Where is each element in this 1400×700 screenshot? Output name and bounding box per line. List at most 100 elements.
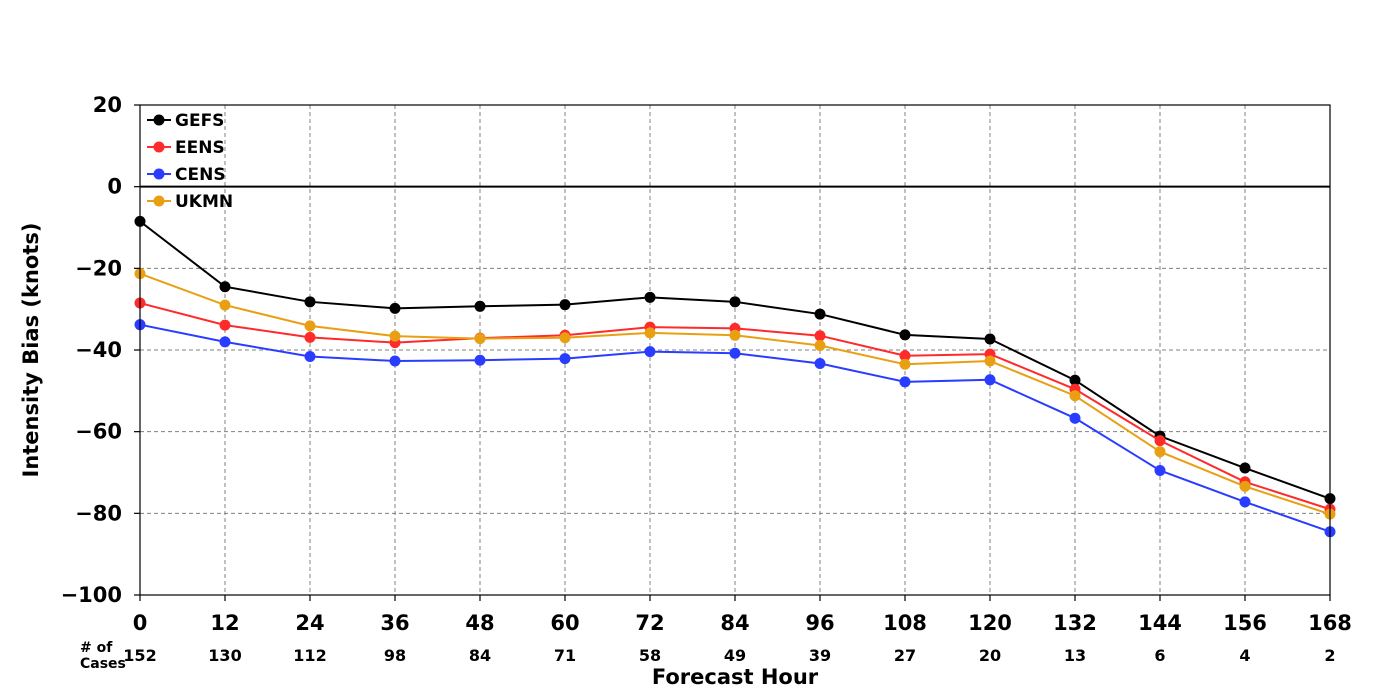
y-axis-title: Intensity Bias (knots) [19, 223, 43, 478]
data-point-cens [304, 351, 316, 363]
legend-marker-gefs [153, 114, 165, 126]
y-tick-label: −60 [75, 420, 122, 444]
data-point-eens [219, 319, 231, 331]
x-tick-label: 36 [380, 611, 409, 635]
x-tick-label: 24 [295, 611, 324, 635]
x-tick-label: 48 [465, 611, 494, 635]
y-tick-label: −100 [61, 583, 122, 607]
case-count: 39 [809, 646, 831, 665]
data-point-ukmn [644, 327, 656, 339]
legend-label-gefs: GEFS [175, 111, 224, 131]
x-tick-label: 0 [133, 611, 148, 635]
case-count: 71 [554, 646, 576, 665]
series-ukmn [134, 268, 1336, 520]
data-point-eens [304, 331, 316, 343]
y-axis-ticks: 20 0 −20 −40 −60 −80 −100 [61, 93, 140, 607]
data-point-gefs [1069, 374, 1081, 386]
data-point-ukmn [729, 329, 741, 341]
legend-marker-ukmn [153, 195, 165, 207]
data-point-ukmn [984, 355, 996, 367]
data-point-cens [389, 355, 401, 367]
x-tick-label: 96 [805, 611, 834, 635]
data-point-ukmn [389, 330, 401, 342]
data-point-ukmn [899, 358, 911, 370]
cases-label: # of Cases [80, 640, 126, 672]
data-point-eens [814, 330, 826, 342]
case-count: 152 [123, 646, 156, 665]
data-point-cens [1239, 496, 1251, 508]
legend-marker-cens [153, 168, 165, 180]
y-tick-label: −40 [75, 338, 122, 362]
y-tick-label: 0 [107, 175, 122, 199]
data-point-ukmn [219, 299, 231, 311]
data-point-gefs [814, 308, 826, 320]
data-point-gefs [899, 329, 911, 341]
case-count: 20 [979, 646, 1001, 665]
data-point-ukmn [474, 333, 486, 345]
x-tick-label: 108 [883, 611, 927, 635]
data-point-cens [559, 353, 571, 365]
case-count: 27 [894, 646, 916, 665]
x-tick-label: 60 [550, 611, 579, 635]
data-point-gefs [389, 302, 401, 314]
legend-item-ukmn: UKMN [147, 192, 233, 212]
data-point-cens [219, 336, 231, 348]
case-count: 2 [1324, 646, 1335, 665]
case-count: 13 [1064, 646, 1086, 665]
y-tick-label: −80 [75, 501, 122, 525]
data-point-eens [899, 350, 911, 362]
data-point-cens [984, 374, 996, 386]
x-tick-label: 84 [720, 611, 749, 635]
data-point-gefs [559, 299, 571, 311]
data-point-cens [1154, 464, 1166, 476]
case-count: 130 [208, 646, 241, 665]
data-point-ukmn [304, 320, 316, 332]
legend: GEFS EENS CENS UKMN [147, 111, 233, 212]
x-axis-title: Forecast Hour [652, 665, 819, 689]
x-tick-label: 12 [210, 611, 239, 635]
data-point-cens [899, 376, 911, 388]
case-count: 4 [1239, 646, 1250, 665]
legend-marker-eens [153, 141, 165, 153]
case-count: 98 [384, 646, 406, 665]
data-point-gefs [644, 291, 656, 303]
data-point-cens [474, 354, 486, 366]
case-count: 112 [293, 646, 326, 665]
case-count: 49 [724, 646, 746, 665]
data-point-gefs [1239, 462, 1251, 474]
data-point-cens [1069, 412, 1081, 424]
legend-item-eens: EENS [147, 138, 225, 158]
series-lines [134, 215, 1336, 538]
legend-label-ukmn: UKMN [175, 192, 233, 212]
legend-label-eens: EENS [175, 138, 225, 158]
x-axis-ticks: 0 12 24 36 48 60 72 84 96 108 120 132 144 156 168 [133, 595, 1352, 635]
data-point-eens [1154, 435, 1166, 447]
y-tick-label: 20 [93, 93, 122, 117]
x-tick-label: 156 [1223, 611, 1267, 635]
data-point-gefs [474, 300, 486, 312]
data-point-gefs [729, 296, 741, 308]
case-count: 58 [639, 646, 661, 665]
legend-item-gefs: GEFS [147, 111, 224, 131]
data-point-ukmn [1154, 446, 1166, 458]
x-tick-label: 132 [1053, 611, 1097, 635]
data-point-cens [814, 357, 826, 369]
legend-label-cens: CENS [175, 165, 226, 185]
case-count: 84 [469, 646, 491, 665]
x-tick-label: 144 [1138, 611, 1182, 635]
data-point-ukmn [559, 332, 571, 344]
data-point-ukmn [814, 340, 826, 352]
y-tick-label: −20 [75, 256, 122, 280]
x-tick-label: 120 [968, 611, 1012, 635]
data-point-gefs [219, 281, 231, 293]
case-count: 6 [1154, 646, 1165, 665]
data-point-cens [729, 347, 741, 359]
x-tick-label: 72 [635, 611, 664, 635]
data-point-gefs [984, 333, 996, 345]
legend-item-cens: CENS [147, 165, 226, 185]
x-tick-label: 168 [1308, 611, 1352, 635]
series-cens [134, 319, 1336, 538]
data-point-ukmn [1239, 480, 1251, 492]
